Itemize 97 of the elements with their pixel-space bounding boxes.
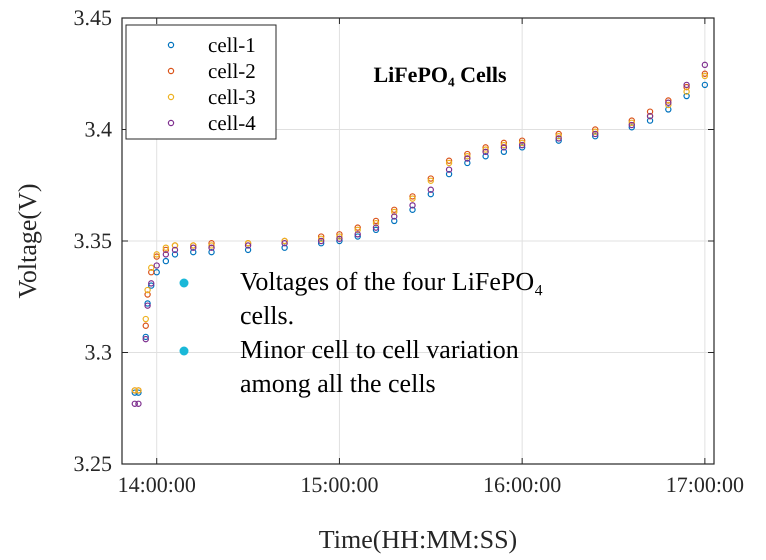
point xyxy=(702,82,708,88)
point xyxy=(318,236,324,242)
annotation: Voltages of the four LiFePO₄ cells. xyxy=(240,267,544,330)
point xyxy=(428,178,434,184)
point xyxy=(354,233,361,240)
point xyxy=(391,218,398,224)
point xyxy=(446,160,452,166)
point xyxy=(464,155,471,162)
point xyxy=(592,130,598,138)
point xyxy=(142,316,149,322)
point xyxy=(244,246,252,254)
point xyxy=(555,130,562,138)
point xyxy=(391,206,398,213)
point xyxy=(318,238,324,244)
point xyxy=(336,233,343,240)
point xyxy=(464,160,471,166)
point xyxy=(665,100,672,106)
point xyxy=(154,262,160,269)
point xyxy=(628,124,635,130)
point xyxy=(665,102,672,108)
point xyxy=(446,166,452,173)
legend-label: cell-2 xyxy=(208,59,256,83)
point xyxy=(154,269,160,276)
point xyxy=(172,246,178,254)
y-tick-label: 3.35 xyxy=(74,228,112,253)
point xyxy=(162,251,170,258)
point xyxy=(500,144,508,151)
point xyxy=(336,238,343,244)
point xyxy=(702,72,708,80)
point xyxy=(354,226,361,234)
point xyxy=(665,97,672,104)
point xyxy=(318,240,324,246)
point xyxy=(464,150,471,158)
point xyxy=(148,269,154,276)
x-axis-title: Time(HH:MM:SS) xyxy=(318,525,518,554)
x-tick-label: 14:00:00 xyxy=(118,472,196,497)
point xyxy=(428,190,434,198)
point xyxy=(464,153,471,160)
point xyxy=(162,246,170,254)
y-tick-label: 3.4 xyxy=(84,116,112,142)
point xyxy=(446,158,452,164)
point xyxy=(665,106,672,113)
point xyxy=(628,122,635,128)
point xyxy=(518,144,526,151)
point xyxy=(281,240,288,246)
x-tick-label: 17:00:00 xyxy=(666,472,744,497)
point xyxy=(592,128,598,135)
point xyxy=(162,258,170,264)
point xyxy=(208,242,215,249)
point xyxy=(646,117,654,124)
point xyxy=(391,208,398,216)
point xyxy=(482,153,489,160)
point xyxy=(208,248,215,256)
point xyxy=(142,322,149,329)
point xyxy=(372,226,380,234)
point xyxy=(683,92,690,100)
point xyxy=(144,286,151,294)
legend-label: cell-1 xyxy=(208,33,256,57)
point xyxy=(391,213,398,220)
x-tick-label: 15:00:00 xyxy=(300,472,379,497)
y-tick-label: 3.25 xyxy=(74,451,112,476)
annotation: Minor cell to cell variation among all the cells xyxy=(240,335,519,398)
point xyxy=(336,236,343,242)
point xyxy=(409,206,416,213)
point xyxy=(482,148,489,155)
point xyxy=(281,244,288,251)
point xyxy=(172,251,178,258)
text: LiFePO₄ Cells xyxy=(373,62,507,87)
point xyxy=(500,148,508,155)
point xyxy=(190,248,196,256)
point xyxy=(702,62,708,68)
point xyxy=(683,88,690,95)
point xyxy=(428,175,434,182)
point xyxy=(428,186,434,193)
point xyxy=(646,108,654,115)
point xyxy=(135,400,142,407)
legend-label: cell-3 xyxy=(208,85,256,109)
point xyxy=(244,242,252,249)
legend-label: cell-4 xyxy=(208,111,256,135)
point xyxy=(318,233,324,240)
point xyxy=(144,291,151,298)
point xyxy=(409,202,416,209)
point xyxy=(446,170,452,178)
point xyxy=(132,400,138,407)
y-tick-label: 3.45 xyxy=(74,5,112,30)
point xyxy=(208,240,215,246)
point xyxy=(592,126,598,133)
point xyxy=(372,224,380,231)
x-tick-label: 16:00:00 xyxy=(483,472,562,497)
y-axis-title: Voltage(V) xyxy=(13,183,42,299)
point xyxy=(162,244,170,251)
point xyxy=(354,224,361,231)
point xyxy=(702,70,708,77)
point xyxy=(628,117,635,124)
point xyxy=(148,264,154,271)
y-tick-label: 3.3 xyxy=(84,340,112,364)
point xyxy=(518,137,526,144)
